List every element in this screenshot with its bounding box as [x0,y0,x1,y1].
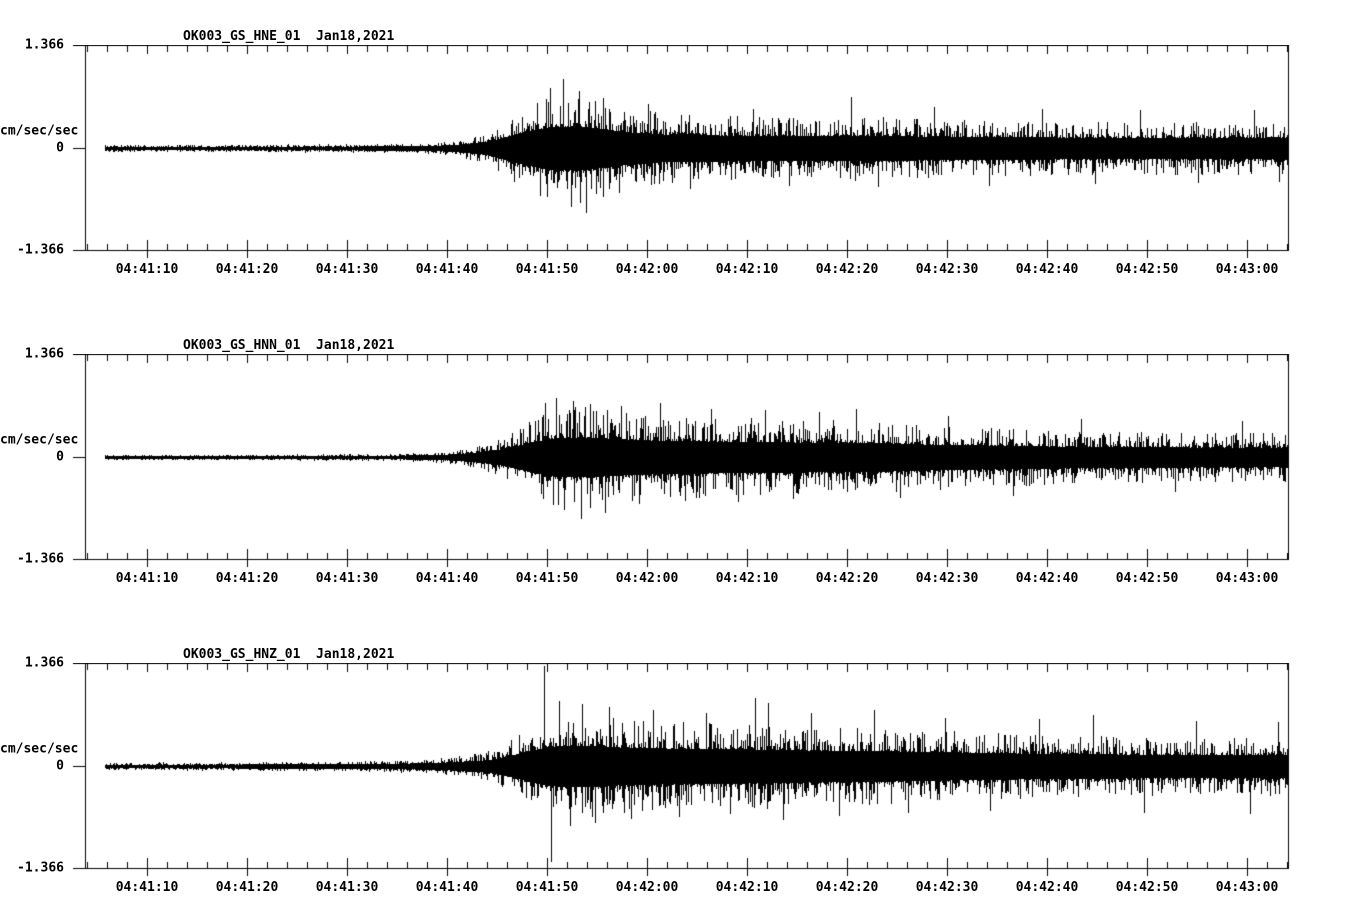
x-tick-label: 04:42:30 [915,262,979,277]
x-tick-label: 04:41:10 [115,571,179,586]
waveform-canvas [70,663,1290,877]
x-tick-label: 04:41:50 [515,262,579,277]
x-tick-label: 04:41:40 [415,571,479,586]
x-tick-label: 04:41:10 [115,880,179,895]
x-tick-label: 04:42:40 [1015,571,1079,586]
x-tick-label: 04:43:00 [1215,880,1279,895]
x-tick-label: 04:41:40 [415,880,479,895]
waveform-canvas [70,45,1290,259]
y-axis-min-label: -1.366 [17,860,64,876]
y-axis-unit-label: cm/sec/sec [0,741,79,757]
x-tick-label: 04:41:20 [215,571,279,586]
y-axis-unit-label: cm/sec/sec [0,123,79,139]
x-tick-label: 04:41:20 [215,262,279,277]
x-tick-label: 04:41:20 [215,880,279,895]
x-axis-tick-labels: 04:41:10 04:41:20 04:41:30 04:41:40 04:41:50… [0,354,1358,594]
x-tick-label: 04:43:00 [1215,262,1279,277]
x-tick-label: 04:43:00 [1215,571,1279,586]
panel-title: OK003_GS_HNE_01 Jan18,2021 [183,29,395,44]
x-tick-label: 04:41:30 [315,571,379,586]
x-tick-label: 04:41:30 [315,880,379,895]
seismogram-panel: OK003_GS_HNE_01 Jan18,2021 1.366 cm/sec/… [0,29,1358,285]
x-tick-label: 04:42:10 [715,571,779,586]
x-tick-label: 04:42:20 [815,880,879,895]
y-axis-zero-label: 0 [56,140,64,156]
x-tick-label: 04:42:10 [715,262,779,277]
x-tick-label: 04:42:50 [1115,880,1179,895]
x-axis-tick-labels: 04:41:10 04:41:20 04:41:30 04:41:40 04:41:50… [0,663,1358,903]
x-tick-label: 04:42:50 [1115,262,1179,277]
y-axis-unit-label: cm/sec/sec [0,432,79,448]
x-tick-label: 04:42:00 [615,571,679,586]
y-axis-min-label: -1.366 [17,551,64,567]
y-axis-zero-label: 0 [56,449,64,465]
x-tick-label: 04:42:00 [615,262,679,277]
x-tick-label: 04:42:30 [915,880,979,895]
x-tick-label: 04:42:00 [615,880,679,895]
y-axis-max-label: 1.366 [24,655,64,671]
x-axis-tick-labels: 04:41:10 04:41:20 04:41:30 04:41:40 04:41:50… [0,45,1358,285]
x-tick-label: 04:41:50 [515,571,579,586]
x-tick-label: 04:41:50 [515,880,579,895]
x-tick-label: 04:42:20 [815,571,879,586]
waveform-canvas [70,354,1290,568]
x-tick-label: 04:41:40 [415,262,479,277]
x-tick-label: 04:42:30 [915,571,979,586]
y-axis-max-label: 1.366 [24,37,64,53]
y-axis-max-label: 1.366 [24,346,64,362]
x-tick-label: 04:41:30 [315,262,379,277]
x-tick-label: 04:42:50 [1115,571,1179,586]
y-axis-min-label: -1.366 [17,242,64,258]
panel-title: OK003_GS_HNN_01 Jan18,2021 [183,338,395,353]
x-tick-label: 04:41:10 [115,262,179,277]
seismogram-panel: OK003_GS_HNN_01 Jan18,2021 1.366 cm/sec/… [0,338,1358,594]
x-tick-label: 04:42:20 [815,262,879,277]
x-tick-label: 04:42:40 [1015,880,1079,895]
x-tick-label: 04:42:40 [1015,262,1079,277]
x-tick-label: 04:42:10 [715,880,779,895]
panel-title: OK003_GS_HNZ_01 Jan18,2021 [183,647,395,662]
seismogram-panel: OK003_GS_HNZ_01 Jan18,2021 1.366 cm/sec/… [0,647,1358,903]
y-axis-zero-label: 0 [56,758,64,774]
